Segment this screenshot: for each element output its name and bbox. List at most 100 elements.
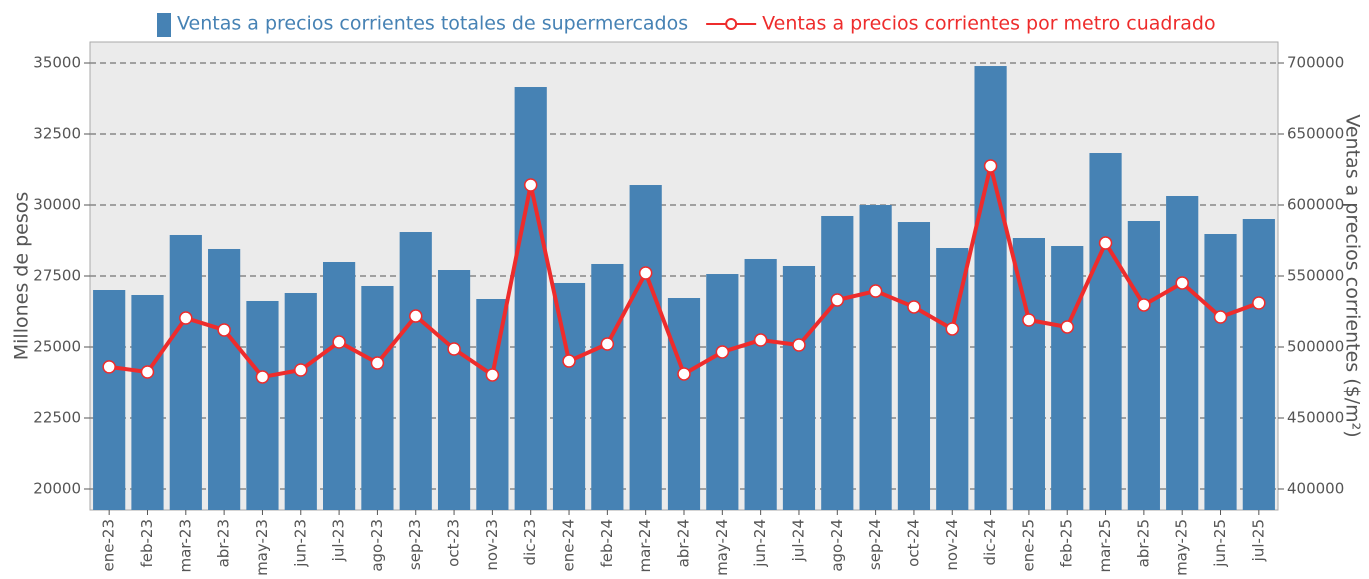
y-tick-label: 35000 (33, 54, 81, 72)
y-tick-label: 27500 (33, 267, 81, 285)
bar (169, 234, 202, 510)
y-tick-label: 30000 (33, 196, 81, 214)
y2-tick-label: 400000 (1287, 479, 1344, 497)
line-point (1022, 313, 1036, 327)
line-point (1098, 236, 1113, 250)
bar (591, 263, 624, 510)
line-point (868, 284, 883, 298)
x-tick-label: jun-25 (1211, 519, 1229, 568)
y2-tick-label: 650000 (1287, 125, 1344, 143)
y2-axis-title: Ventas a precios corrientes ($/m²) (1342, 114, 1364, 437)
bar (399, 232, 432, 510)
x-tick-label: nov-23 (483, 519, 501, 571)
x-tick-label: ago-24 (828, 519, 846, 572)
x-tick-label: mar-24 (636, 519, 654, 573)
line-point (140, 365, 155, 379)
bar (897, 222, 931, 510)
legend-marker (725, 18, 738, 30)
x-tick-label: ene-25 (1019, 519, 1037, 571)
y2-tick-label: 550000 (1287, 267, 1344, 285)
x-tick-label: ene-24 (560, 519, 578, 571)
bar (1166, 196, 1199, 510)
x-tick-label: dic-23 (521, 519, 539, 565)
bar (514, 87, 547, 510)
bar (706, 274, 739, 510)
y2-tick-label: 700000 (1287, 54, 1344, 72)
legend-label: Ventas a precios corrientes por metro cu… (762, 13, 1215, 35)
x-tick-label: abr-23 (215, 519, 233, 567)
x-tick-label: jul-24 (789, 519, 807, 562)
line-point (1213, 310, 1228, 324)
bar (1242, 219, 1275, 510)
bar (93, 290, 126, 510)
y2-tick-label: 450000 (1287, 408, 1344, 426)
line-point (447, 342, 461, 356)
line-point (179, 311, 193, 325)
bar (1204, 233, 1237, 510)
x-tick-label: sep-23 (406, 519, 424, 570)
line-point (983, 159, 998, 173)
x-tick-label: feb-25 (1058, 519, 1076, 568)
bar (1127, 220, 1160, 510)
bar (821, 215, 854, 510)
line-point (562, 354, 576, 368)
x-tick-label: dic-24 (981, 519, 999, 565)
x-tick-label: may-25 (1173, 519, 1191, 576)
x-tick-label: abr-24 (675, 519, 693, 567)
bar (667, 298, 701, 510)
line-point (1060, 320, 1074, 334)
line-point (907, 300, 921, 314)
x-tick-label: jun-24 (751, 519, 769, 568)
x-tick-label: jun-23 (291, 519, 309, 568)
y-tick-label: 32500 (33, 125, 81, 143)
x-tick-label: mar-25 (1096, 519, 1114, 573)
line-point (523, 178, 538, 192)
bar (476, 299, 509, 510)
y-tick-label: 20000 (33, 479, 81, 497)
line-point (332, 335, 346, 349)
line-point (715, 345, 730, 359)
line-point (1137, 298, 1151, 312)
legend-label: Ventas a precios corrientes totales de s… (177, 13, 688, 35)
x-tick-label: may-24 (713, 519, 731, 576)
line-point (294, 363, 308, 377)
x-tick-label: jul-23 (330, 519, 348, 562)
y2-tick-label: 500000 (1287, 337, 1344, 355)
bar (323, 261, 356, 510)
y2-tick-label: 600000 (1287, 196, 1344, 214)
bar (131, 294, 164, 510)
y-axis-title: Millones de pesos (11, 192, 33, 361)
bar (974, 66, 1007, 511)
bar (1051, 246, 1084, 510)
x-tick-label: ene-23 (100, 519, 118, 571)
x-tick-label: oct-23 (445, 519, 463, 567)
bar (208, 248, 241, 510)
legend-marker (157, 13, 171, 37)
bar (246, 300, 279, 510)
y-tick-label: 25000 (33, 337, 81, 355)
line-point (1175, 276, 1189, 290)
x-tick-label: oct-24 (904, 519, 922, 567)
x-tick-label: ago-23 (368, 519, 386, 572)
y-tick-label: 22500 (33, 408, 81, 426)
x-tick-label: feb-24 (598, 519, 616, 568)
x-tick-label: abr-25 (1134, 519, 1152, 567)
bar (1089, 153, 1122, 511)
bar (437, 270, 471, 510)
x-tick-label: feb-23 (138, 519, 156, 568)
x-tick-label: jul-25 (1249, 519, 1267, 562)
x-tick-label: nov-24 (943, 519, 961, 571)
x-tick-label: may-23 (253, 519, 271, 576)
bar (361, 285, 394, 510)
bar (284, 293, 317, 510)
bar (782, 266, 816, 510)
bar (859, 205, 892, 510)
line-point (638, 266, 653, 280)
x-tick-label: mar-23 (176, 519, 194, 573)
line-point (485, 368, 500, 382)
line-point (753, 333, 768, 347)
line-point (408, 309, 423, 323)
line-point (677, 367, 691, 381)
line-point (217, 323, 231, 337)
